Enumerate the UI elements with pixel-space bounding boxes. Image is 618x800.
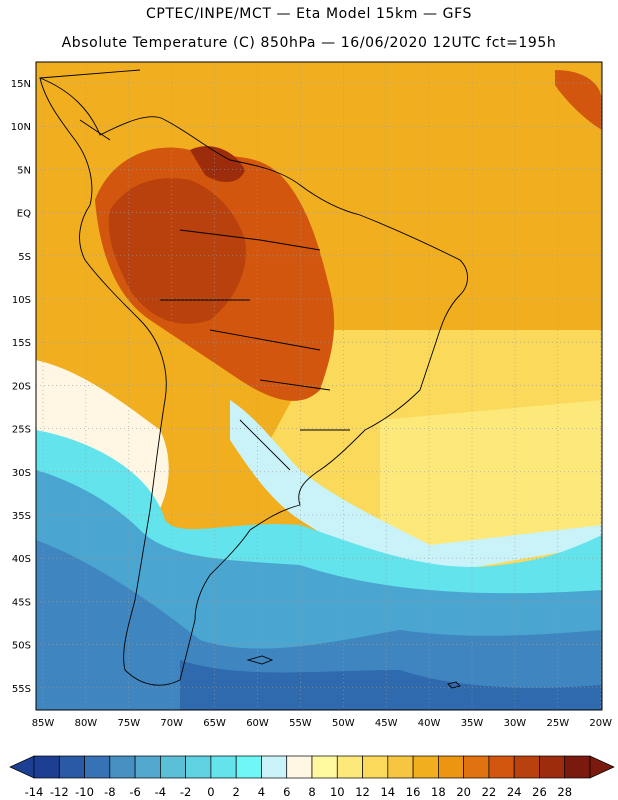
colorbar-tick-label: 28 [557, 785, 572, 799]
colorbar-tick-label: 6 [283, 785, 290, 799]
colorbar-swatch [134, 755, 161, 779]
field-hot-northeast [555, 70, 602, 130]
longitude-label: 70W [160, 718, 183, 729]
coastlines [39, 69, 468, 689]
latitude-label: 10N [11, 122, 31, 133]
latitude-label: 45S [12, 597, 31, 608]
colorbar-swatch [84, 755, 111, 779]
field-coldest [180, 660, 602, 710]
longitude-labels: 85W 80W 75W 70W 65W 60W 55W 50W 45W 40W 35W 30W 25W 2… [32, 718, 612, 729]
map-field [36, 62, 602, 710]
colorbar [9, 755, 615, 779]
latitude-label: 20S [12, 381, 31, 392]
longitude-label: 35W [461, 718, 484, 729]
south-georgia [447, 681, 461, 689]
latitude-label: 15N [11, 79, 31, 90]
field-hot-core-north [190, 146, 245, 182]
longitude-label: 40W [418, 718, 441, 729]
colorbar-tick-label: 8 [308, 785, 315, 799]
latitude-label: 30S [12, 468, 31, 479]
colorbar-swatch [109, 755, 136, 779]
colorbar-swatch [412, 755, 439, 779]
colorbar-tick-label: -4 [155, 785, 166, 799]
colorbar-over-arrow [589, 755, 615, 779]
colorbar-swatch [488, 755, 515, 779]
field-light-yellow [380, 400, 602, 560]
colorbar-swatch [438, 755, 464, 779]
field-hottest [108, 178, 246, 324]
latitude-label: 10S [12, 295, 31, 306]
colorbar-swatch [33, 755, 60, 779]
longitude-label: 25W [546, 718, 569, 729]
colorbar-swatch [235, 755, 262, 779]
longitude-label: 55W [289, 718, 312, 729]
colorbar-swatch [160, 755, 186, 779]
latitude-labels: 15N 10N 5N EQ 5S 10S 15S 20S 25S 30S 35S 40S 45S 50S 5… [11, 79, 31, 695]
colorbar-tick-label: 18 [431, 785, 446, 799]
colorbar-swatch [564, 755, 591, 779]
colorbar-swatch [185, 755, 212, 779]
latitude-label: 5N [17, 165, 31, 176]
colorbar-tick-label: 26 [532, 785, 547, 799]
map-frame [35, 61, 603, 711]
longitude-label: 50W [332, 718, 355, 729]
longitude-label: 20W [589, 718, 612, 729]
colorbar-tick-label: 24 [507, 785, 522, 799]
longitude-label: 85W [32, 718, 55, 729]
latitude-label: 15S [12, 338, 31, 349]
colorbar-swatch [58, 755, 85, 779]
colorbar-tick-label: -12 [50, 785, 69, 799]
colorbar-swatch [362, 755, 389, 779]
longitude-label: 45W [375, 718, 398, 729]
latitude-label: 25S [12, 425, 31, 436]
colorbar-swatch [286, 755, 313, 779]
colorbar-swatch [539, 755, 566, 779]
south-america-coastline [39, 77, 468, 686]
colorbar-under-arrow [9, 755, 35, 779]
colorbar-swatch [463, 755, 490, 779]
country-borders [160, 229, 350, 471]
latitude-label: 35S [12, 511, 31, 522]
field-pale-east [230, 400, 602, 575]
colorbar-swatch [311, 755, 338, 779]
map-title: CPTEC/INPE/MCT — Eta Model 15km — GFS [145, 6, 473, 22]
longitude-label: 30W [504, 718, 527, 729]
colorbar-swatch [261, 755, 288, 779]
central-america-coast [39, 69, 141, 141]
longitude-label: 60W [246, 718, 269, 729]
falkland-islands [246, 655, 274, 665]
field-cold [36, 540, 602, 710]
colorbar-tick-label: 14 [380, 785, 395, 799]
latitude-label: 40S [12, 554, 31, 565]
colorbar-tick-label: 0 [207, 785, 214, 799]
colorbar-tick-label: -10 [75, 785, 94, 799]
colorbar-swatch [336, 755, 363, 779]
latitude-label: EQ [17, 209, 31, 220]
colorbar-tick-label: 12 [355, 785, 370, 799]
colorbar-swatch [387, 755, 414, 779]
colorbar-tick-label: 4 [258, 785, 265, 799]
colorbar-tick-label: 2 [233, 785, 240, 799]
map-subtitle: Absolute Temperature (C) 850hPa — 16/06/… [61, 35, 557, 51]
colorbar-tick-label: 20 [456, 785, 471, 799]
colorbar-swatch [513, 755, 540, 779]
colorbar-tick-label: -8 [104, 785, 115, 799]
colorbar-swatch [210, 755, 237, 779]
grid-lines [36, 62, 602, 710]
longitude-label: 65W [203, 718, 226, 729]
colorbar-tick-label: -14 [25, 785, 44, 799]
colorbar-tick-label: -6 [129, 785, 140, 799]
longitude-label: 75W [117, 718, 140, 729]
latitude-label: 50S [12, 641, 31, 652]
colorbar-tick-label: 16 [406, 785, 421, 799]
longitude-label: 80W [75, 718, 98, 729]
latitude-label: 55S [12, 684, 31, 695]
colorbar-tick-label: -2 [180, 785, 191, 799]
latitude-label: 5S [18, 252, 31, 263]
colorbar-tick-label: 22 [482, 785, 497, 799]
colorbar-tick-label: 10 [330, 785, 345, 799]
colorbar-labels: -14 -12 -10 -8 -6 -4 -2 0 2 4 6 8 10 12 14 16 18 20 22 24 26… [25, 785, 572, 799]
